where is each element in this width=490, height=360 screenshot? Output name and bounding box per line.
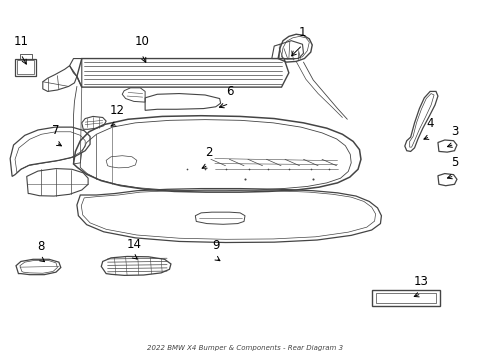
Text: 6: 6: [226, 85, 233, 98]
Text: 1: 1: [299, 26, 306, 39]
Text: 8: 8: [38, 240, 45, 253]
Text: 4: 4: [426, 117, 434, 130]
Text: 2: 2: [205, 146, 212, 159]
Text: 10: 10: [134, 35, 149, 48]
Text: 3: 3: [451, 125, 458, 138]
Text: 2022 BMW X4 Bumper & Components - Rear Diagram 3: 2022 BMW X4 Bumper & Components - Rear D…: [147, 345, 343, 351]
Text: 13: 13: [414, 275, 429, 288]
Text: 14: 14: [126, 238, 142, 251]
Text: 12: 12: [110, 104, 125, 117]
Text: 11: 11: [13, 35, 28, 48]
Text: 9: 9: [212, 239, 220, 252]
Text: 5: 5: [451, 156, 458, 169]
Text: 7: 7: [52, 124, 60, 137]
